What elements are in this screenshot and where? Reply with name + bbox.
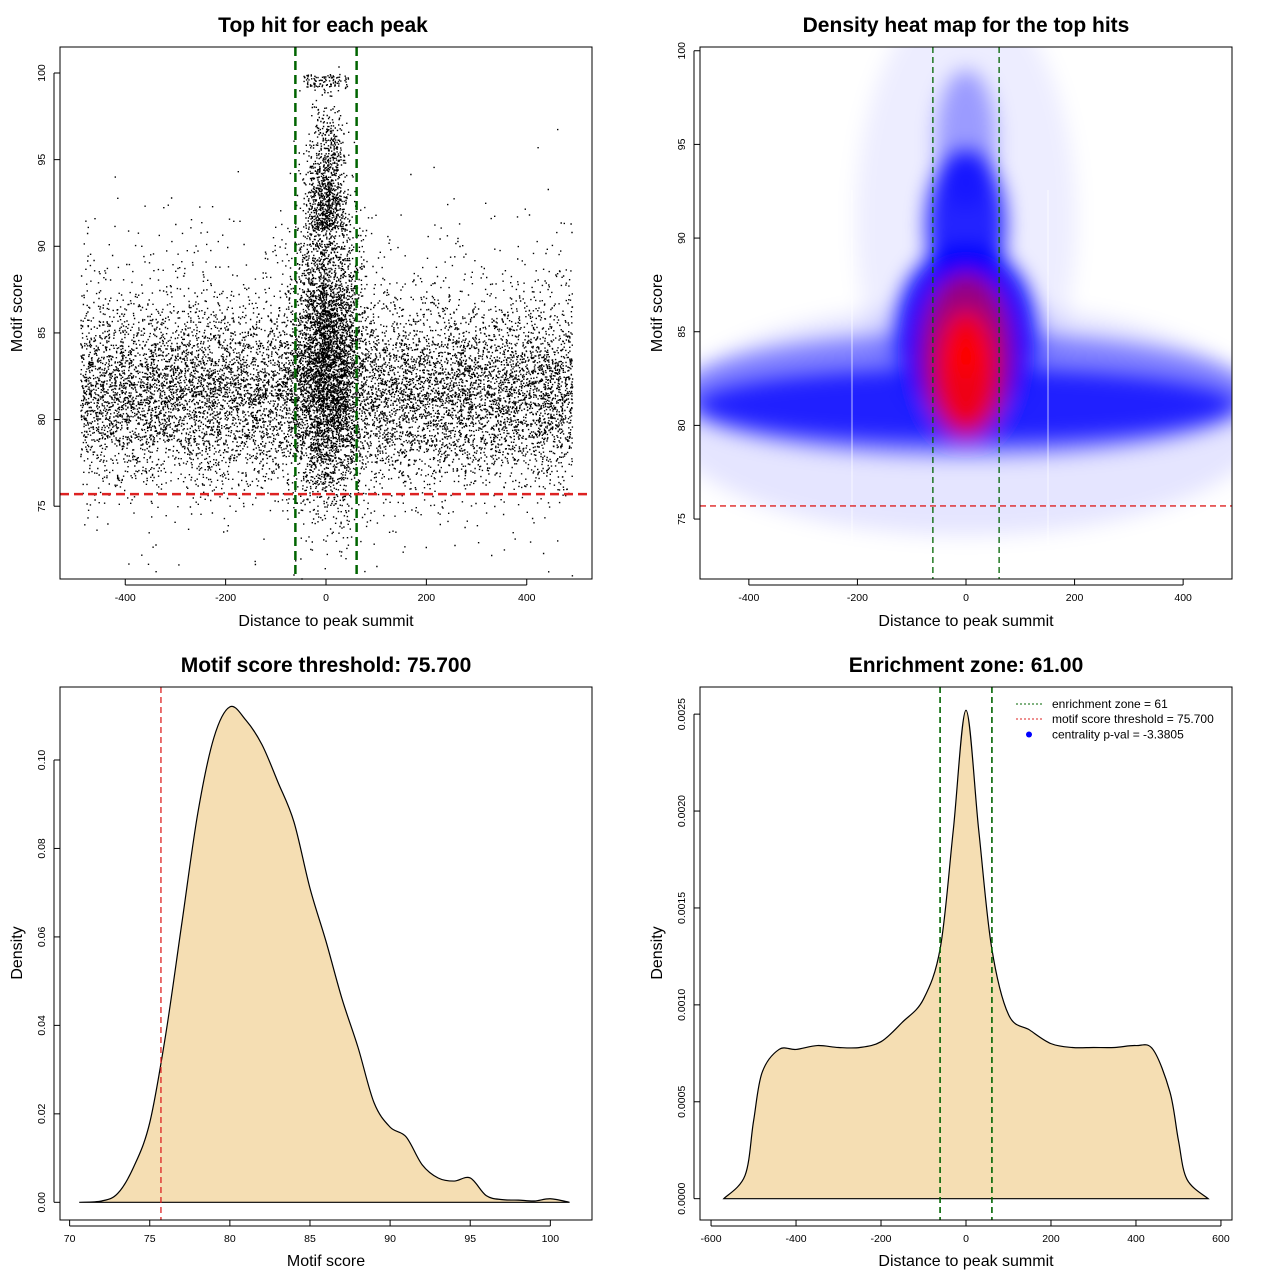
y-tick-label: 0.06: [36, 927, 48, 948]
x-tick-label: -200: [215, 592, 236, 604]
x-tick-label: 400: [518, 592, 536, 604]
score-density-curve: [79, 705, 570, 1203]
x-tick-label: 80: [224, 1233, 236, 1245]
y-tick-label: 80: [676, 419, 688, 431]
x-tick-label: 0: [963, 592, 969, 604]
x-tick-label: 90: [384, 1233, 396, 1245]
y-tick-label: 0.0025: [676, 698, 688, 730]
scatter-x-axis: -400 -200 0 200 400: [115, 579, 536, 604]
distance-density-reference-lines: [939, 687, 993, 1220]
legend-entry-enrichment-zone: enrichment zone = 61: [1052, 697, 1168, 711]
y-tick-label: 90: [676, 232, 688, 244]
heatmap-density: [700, 47, 1232, 535]
legend: enrichment zone = 61 motif score thresho…: [1016, 697, 1214, 742]
x-tick-label: 600: [1212, 1233, 1230, 1245]
heatmap-x-label: Distance to peak summit: [878, 613, 1054, 630]
heatmap-y-label: Motif score: [649, 274, 666, 352]
heatmap-y-axis: 75 80 85 90 95 100: [676, 42, 700, 525]
distance-density-title: Enrichment zone: 61.00: [849, 654, 1084, 677]
distance-density-y-axis: 0.0000 0.0005 0.0010 0.0015 0.0020 0.0025: [676, 698, 700, 1215]
scatter-point-cloud: [80, 66, 574, 580]
score-density-x-axis: 70 75 80 85 90 95 100: [64, 1220, 559, 1245]
y-tick-label: 0.10: [36, 750, 48, 771]
y-tick-label: 85: [36, 327, 48, 339]
scatter-y-label: Motif score: [9, 274, 26, 352]
distance-density-panel: Enrichment zone: 61.00 -600 -400 -200 0 200 4…: [649, 654, 1233, 1270]
y-tick-label: 0.08: [36, 838, 48, 859]
legend-entry-centrality: centrality p-val = -3.3805: [1052, 728, 1184, 742]
y-tick-label: 0.0005: [676, 1086, 688, 1118]
x-tick-label: 70: [64, 1233, 76, 1245]
scatter-points: [80, 66, 574, 580]
score-density-x-label: Motif score: [287, 1253, 365, 1270]
y-tick-label: 0.04: [36, 1015, 48, 1036]
y-tick-label: 95: [676, 138, 688, 150]
heatmap-core-peak: [950, 335, 982, 375]
score-density-plot-box: [59, 686, 593, 1221]
heatmap-reference-lines: [700, 47, 1232, 579]
y-tick-label: 75: [36, 500, 48, 512]
heatmap-panel: Density heat map for the top hits: [649, 14, 1233, 630]
distance-density-x-label: Distance to peak summit: [878, 1253, 1054, 1270]
x-tick-label: -600: [701, 1233, 722, 1245]
x-tick-label: 95: [464, 1233, 476, 1245]
distance-density-curve: [722, 709, 1210, 1200]
y-tick-label: 85: [676, 326, 688, 338]
x-tick-label: 100: [542, 1233, 560, 1245]
y-tick-label: 95: [36, 154, 48, 166]
x-tick-label: 400: [1127, 1233, 1145, 1245]
heatmap-x-axis: -400 -200 0 200 400: [738, 579, 1192, 604]
y-tick-label: 0.0020: [676, 795, 688, 827]
x-tick-label: -200: [847, 592, 868, 604]
y-tick-label: 0.02: [36, 1103, 48, 1124]
y-tick-label: 0.00: [36, 1192, 48, 1213]
x-tick-label: -400: [786, 1233, 807, 1245]
x-tick-label: -200: [871, 1233, 892, 1245]
x-tick-label: 0: [963, 1233, 969, 1245]
score-density-y-label: Density: [9, 926, 26, 979]
y-tick-label: 75: [676, 513, 688, 525]
y-tick-label: 100: [676, 42, 688, 60]
y-tick-label: 80: [36, 414, 48, 426]
scatter-title: Top hit for each peak: [218, 14, 428, 37]
legend-entry-motif-threshold: motif score threshold = 75.700: [1052, 712, 1214, 726]
score-density-y-axis: 0.00 0.02 0.04 0.06 0.08 0.10: [36, 750, 60, 1213]
heatmap-surface: [700, 47, 1232, 579]
x-tick-label: -400: [115, 592, 136, 604]
scatter-y-axis: 75 80 85 90 95 100: [36, 64, 60, 512]
y-tick-label: 0.0015: [676, 892, 688, 924]
x-tick-label: 200: [418, 592, 436, 604]
y-tick-label: 100: [36, 64, 48, 82]
x-tick-label: 85: [304, 1233, 316, 1245]
scatter-panel: Top hit for each peak -400 -200 0 200 400 75…: [9, 14, 593, 630]
x-tick-label: 200: [1066, 592, 1084, 604]
y-tick-label: 0.0010: [676, 989, 688, 1021]
y-tick-label: 0.0000: [676, 1182, 688, 1214]
y-tick-label: 90: [36, 240, 48, 252]
score-density-panel: Motif score threshold: 75.700 70 75 80 85 90…: [9, 654, 593, 1270]
scatter-reference-lines: [60, 47, 592, 579]
legend-swatch-centrality: [1026, 731, 1032, 738]
x-tick-label: -400: [738, 592, 759, 604]
scatter-x-label: Distance to peak summit: [238, 613, 414, 630]
x-tick-label: 75: [144, 1233, 156, 1245]
score-density-title: Motif score threshold: 75.700: [181, 654, 472, 677]
x-tick-label: 0: [323, 592, 329, 604]
x-tick-label: 400: [1174, 592, 1192, 604]
heatmap-title: Density heat map for the top hits: [803, 14, 1130, 37]
distance-density-x-axis: -600 -400 -200 0 200 400 600: [701, 1220, 1230, 1245]
x-tick-label: 200: [1042, 1233, 1060, 1245]
distance-density-y-label: Density: [649, 926, 666, 979]
